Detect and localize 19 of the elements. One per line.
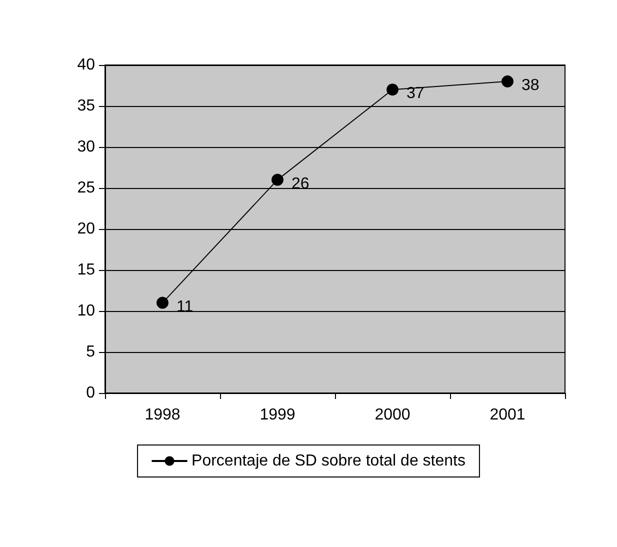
- y-tick-label: 25: [77, 180, 96, 196]
- x-tick-label: 2000: [374, 406, 410, 424]
- point: [156, 296, 168, 309]
- y-tick-label: 0: [86, 384, 96, 402]
- y-tick-label: 35: [77, 98, 96, 114]
- y-tick-label: 30: [77, 138, 96, 156]
- point: [386, 84, 398, 96]
- y-tick-label: 20: [77, 220, 96, 238]
- data-label: 38: [522, 76, 540, 94]
- y-tick-label: 10: [77, 302, 96, 320]
- point: [502, 75, 514, 88]
- point: [272, 174, 284, 186]
- x-tick-label: 1998: [144, 406, 180, 424]
- legend-label: Porcentaje de SD sobre total de stents: [192, 452, 466, 470]
- x-tick-label: 1999: [260, 406, 296, 424]
- y-tick-label: 40: [77, 56, 96, 74]
- y-tick-label: 5: [86, 344, 96, 360]
- x-tick-label: 2001: [490, 406, 526, 424]
- y-tick-label: 15: [77, 262, 96, 278]
